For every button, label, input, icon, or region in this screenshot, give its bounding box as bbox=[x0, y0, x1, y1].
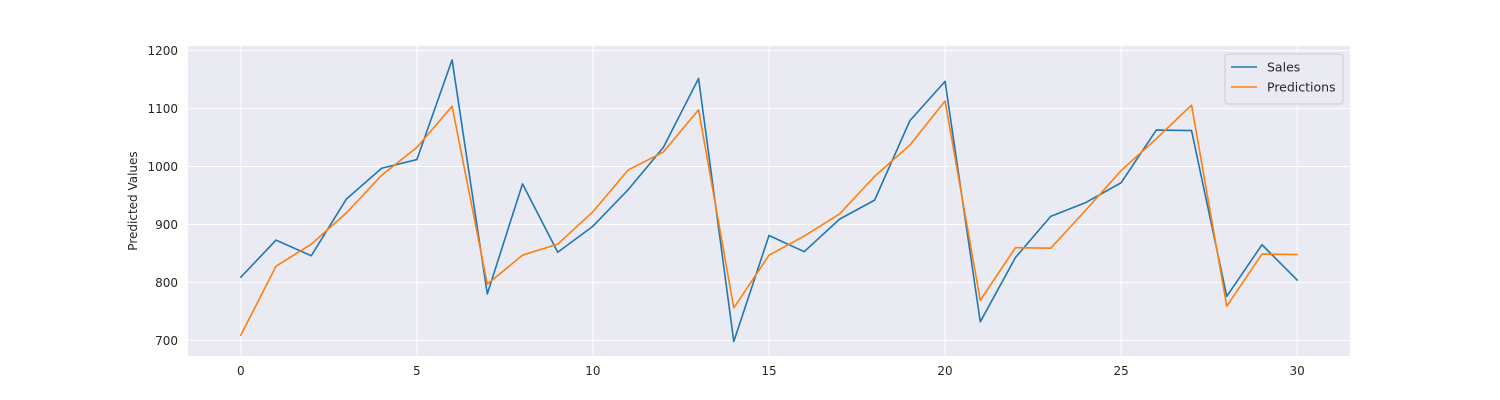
x-tick-label: 5 bbox=[413, 364, 421, 378]
grid-lines bbox=[188, 46, 1350, 356]
y-tick-label: 1000 bbox=[147, 160, 178, 174]
y-tick-label: 900 bbox=[155, 218, 178, 232]
y-tick-label: 1100 bbox=[147, 102, 178, 116]
x-tick-label: 30 bbox=[1290, 364, 1305, 378]
legend: Sales Predictions bbox=[1224, 53, 1344, 105]
series-layer bbox=[240, 59, 1298, 343]
x-tick-label: 10 bbox=[585, 364, 600, 378]
x-axis: 0 5 10 15 20 25 30 bbox=[237, 364, 1305, 378]
legend-label: Sales bbox=[1267, 60, 1300, 75]
y-axis-title: Predicted Values bbox=[126, 151, 140, 250]
y-tick-label: 700 bbox=[155, 334, 178, 348]
x-tick-label: 20 bbox=[937, 364, 952, 378]
series-line-predictions bbox=[240, 100, 1298, 336]
x-tick-label: 0 bbox=[237, 364, 245, 378]
y-tick-label: 800 bbox=[155, 276, 178, 290]
x-tick-label: 15 bbox=[761, 364, 776, 378]
y-axis: 700 800 900 1000 1100 1200 bbox=[147, 44, 178, 348]
series-line-sales bbox=[240, 59, 1298, 343]
legend-label: Predictions bbox=[1267, 80, 1336, 95]
x-tick-label: 25 bbox=[1113, 364, 1128, 378]
y-tick-label: 1200 bbox=[147, 44, 178, 58]
